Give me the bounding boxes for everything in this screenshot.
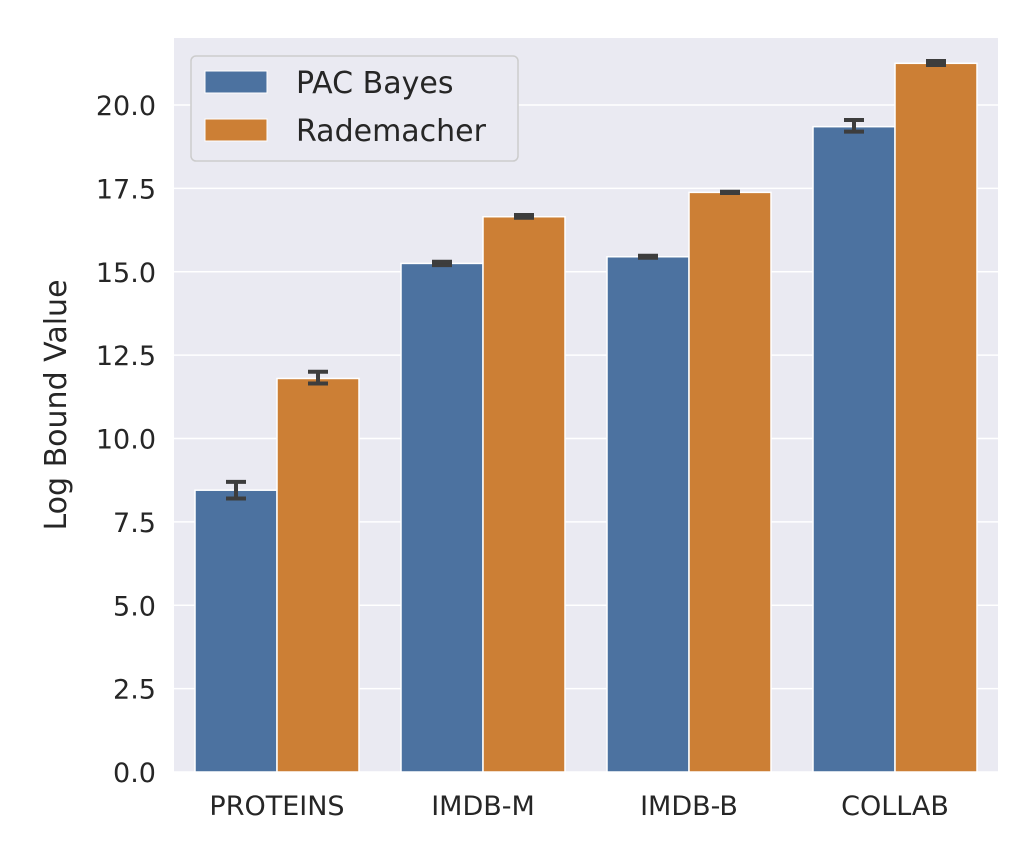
x-tick-label-imdb-m: IMDB-M — [431, 791, 535, 822]
legend-label-pac-bayes: PAC Bayes — [296, 66, 453, 101]
bar-pac-bayes-proteins — [194, 489, 278, 773]
error-bars — [226, 58, 946, 501]
bars — [194, 62, 978, 773]
y-tick-label: 12.5 — [96, 341, 156, 372]
bar-pac-bayes-imdb-m — [400, 262, 484, 773]
y-axis-label: Log Bound Value — [39, 279, 74, 530]
y-tick-label: 10.0 — [96, 425, 156, 456]
bar-rademacher-imdb-m — [482, 215, 566, 773]
y-tick-label: 17.5 — [96, 174, 156, 205]
y-tick-label: 2.5 — [113, 675, 156, 706]
bar-pac-bayes-collab — [812, 125, 896, 773]
x-tick-label-imdb-b: IMDB-B — [640, 791, 738, 822]
x-tick-labels: PROTEINS IMDB-M IMDB-B COLLAB — [209, 791, 948, 822]
bar-rademacher-collab — [894, 62, 978, 773]
legend: PAC Bayes Rademacher — [190, 55, 519, 162]
y-tick-label: 0.0 — [113, 758, 156, 789]
bar-rademacher-imdb-b — [688, 191, 772, 773]
y-tick-label: 5.0 — [113, 591, 156, 622]
bar-pac-bayes-imdb-b — [606, 255, 690, 773]
x-tick-label-collab: COLLAB — [841, 791, 949, 822]
legend-swatch-pac-bayes — [204, 70, 268, 94]
y-tick-label: 15.0 — [96, 258, 156, 289]
bar-rademacher-proteins — [276, 377, 360, 773]
x-tick-label-proteins: PROTEINS — [209, 791, 344, 822]
y-tick-label: 7.5 — [113, 508, 156, 539]
legend-label-rademacher: Rademacher — [296, 114, 487, 149]
legend-swatch-rademacher — [204, 118, 268, 142]
y-tick-label: 20.0 — [96, 91, 156, 122]
y-tick-labels: 0.0 2.5 5.0 7.5 10.0 12.5 15.0 17.5 20.0 — [96, 91, 156, 789]
legend-box — [190, 55, 519, 162]
